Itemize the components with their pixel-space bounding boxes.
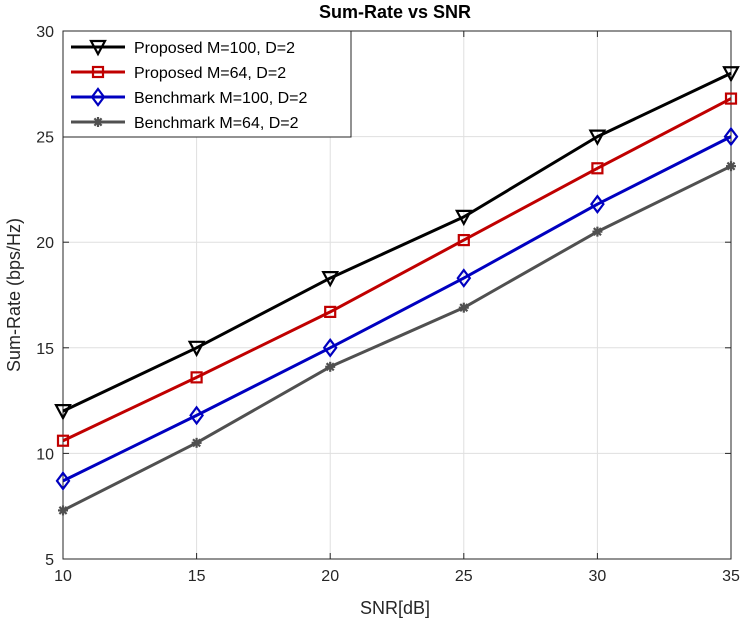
legend-label: Proposed M=64, D=2 <box>134 65 286 82</box>
legend-label: Benchmark M=100, D=2 <box>134 90 308 107</box>
data-point <box>592 226 603 237</box>
y-tick-label: 20 <box>36 235 54 252</box>
data-point <box>454 209 473 227</box>
series-1 <box>54 66 740 421</box>
data-point <box>321 271 340 288</box>
data-point <box>588 129 607 146</box>
y-tick-label: 10 <box>36 446 54 463</box>
series-group <box>54 66 740 516</box>
series-2 <box>56 92 738 447</box>
data-point <box>190 371 203 384</box>
data-point <box>58 505 68 516</box>
data-point <box>55 471 71 491</box>
data-point <box>324 305 337 318</box>
data-point <box>723 126 739 147</box>
y-tick-label: 25 <box>36 130 54 147</box>
data-point <box>457 233 470 247</box>
data-point <box>325 361 336 372</box>
x-tick-label: 15 <box>188 568 206 585</box>
x-tick-label: 25 <box>455 568 473 585</box>
legend-entry: Proposed M=64, D=2 <box>71 65 286 82</box>
x-tick-label: 10 <box>54 568 72 585</box>
legend-marker <box>89 39 107 57</box>
data-point <box>458 302 469 313</box>
series-line <box>62 71 732 413</box>
data-point <box>591 162 604 175</box>
series-line <box>62 97 732 443</box>
data-point <box>722 66 740 83</box>
x-axis-label: SNR[dB] <box>360 598 430 618</box>
data-point <box>56 434 70 447</box>
data-point <box>187 340 206 358</box>
legend-entry: Benchmark M=64, D=2 <box>71 115 299 132</box>
legend-marker <box>90 87 106 107</box>
legend-entry: Benchmark M=100, D=2 <box>71 87 308 107</box>
data-point <box>189 405 204 426</box>
x-tick-label: 20 <box>321 568 339 585</box>
data-point <box>54 404 72 421</box>
series-3 <box>55 126 739 491</box>
legend-marker <box>91 65 105 79</box>
data-point <box>322 337 338 358</box>
plot-frame <box>62 30 732 560</box>
y-tick-label: 15 <box>36 341 54 358</box>
x-tick-label: 35 <box>722 568 740 585</box>
x-tick-label: 30 <box>589 568 607 585</box>
y-tick-label: 30 <box>36 24 54 41</box>
legend-label: Benchmark M=64, D=2 <box>134 115 299 132</box>
data-point <box>456 268 472 288</box>
legend-marker <box>93 117 103 127</box>
y-axis-label: Sum-Rate (bps/Hz) <box>4 218 24 372</box>
data-point <box>726 161 736 172</box>
y-tick-label: 5 <box>45 552 54 569</box>
data-point <box>590 194 605 215</box>
series-line <box>62 135 732 483</box>
data-point <box>191 437 202 448</box>
legend-label: Proposed M=100, D=2 <box>134 40 295 57</box>
legend-box <box>62 30 352 138</box>
legend-entry: Proposed M=100, D=2 <box>71 39 295 57</box>
chart-title: Sum-Rate vs SNR <box>319 2 471 22</box>
legend: Proposed M=100, D=2 Proposed M=64, D=2 Ben… <box>62 30 352 138</box>
data-point <box>724 92 738 105</box>
series-line <box>62 164 732 512</box>
series-4 <box>58 161 736 516</box>
